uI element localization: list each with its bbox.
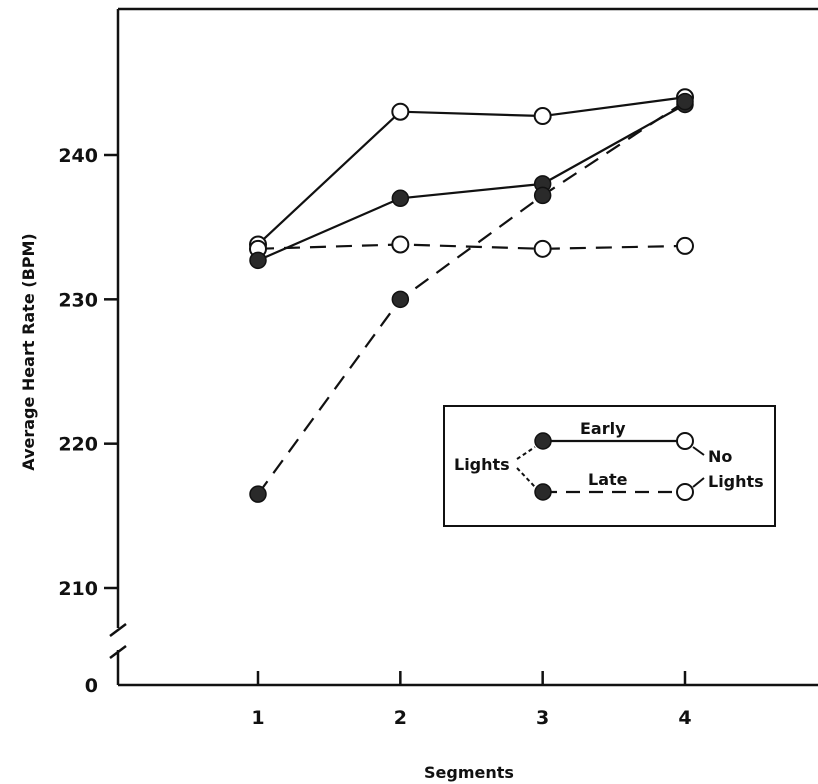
legend-early-lights-marker: [534, 432, 552, 450]
legend-no-lights-bracket: [692, 446, 705, 488]
x-tick-label-1: 1: [251, 707, 264, 729]
legend-lights-label: Lights: [454, 455, 510, 474]
series-line-early-lights: [257, 103, 686, 262]
series-lines: [257, 96, 686, 495]
x-tick-label-2: 2: [394, 707, 407, 729]
axis-break-mark: [109, 623, 127, 659]
point-late-lights-1: [249, 485, 267, 503]
x-axis-label: Segments: [424, 763, 514, 782]
plot-frame: [109, 7, 818, 687]
y-axis-label: Average Heart Rate (BPM): [19, 233, 38, 470]
legend-late-lights-marker: [534, 483, 552, 501]
legend-late-nolights-marker: [676, 483, 694, 501]
point-early-lights-2: [391, 189, 410, 208]
x-tick-label-3: 3: [536, 707, 549, 729]
y-tick-label-210: 210: [58, 578, 98, 600]
legend-no-label: No: [708, 447, 732, 466]
y-tick-label-240: 240: [58, 145, 98, 167]
series-markers: [249, 88, 694, 503]
series-line-late-no-lights: [257, 243, 686, 250]
legend-late-label: Late: [588, 470, 628, 489]
point-late-lights-3: [533, 186, 552, 205]
point-late-lights-2: [391, 290, 410, 309]
legend: Lights Early Late No Lights: [443, 405, 776, 527]
legend-early-nolights-marker: [676, 432, 694, 450]
point-late-no-lights-2: [391, 235, 410, 254]
legend-box: [443, 405, 776, 527]
y-tick-label-220: 220: [58, 434, 98, 456]
point-early-no-lights-2: [391, 102, 410, 121]
point-late-no-lights-3: [533, 239, 552, 258]
y-tick-label-230: 230: [58, 289, 98, 311]
point-early-lights-1: [249, 251, 267, 270]
series-line-late-lights: [257, 100, 686, 495]
point-early-no-lights-3: [533, 107, 552, 126]
legend-lights2-label: Lights: [708, 472, 764, 491]
point-late-no-lights-4: [676, 236, 694, 255]
series-line-early-no-lights: [257, 96, 686, 246]
x-tick-label-4: 4: [678, 707, 691, 729]
legend-lights-bracket: [516, 446, 536, 488]
point-late-lights-4: [676, 92, 694, 111]
y-tick-label-zero: 0: [85, 675, 98, 697]
axis-ticks: [104, 153, 687, 685]
axis-tick-labels: 210 220 230 240 1 2 3 4: [58, 145, 691, 729]
legend-early-label: Early: [580, 419, 626, 438]
